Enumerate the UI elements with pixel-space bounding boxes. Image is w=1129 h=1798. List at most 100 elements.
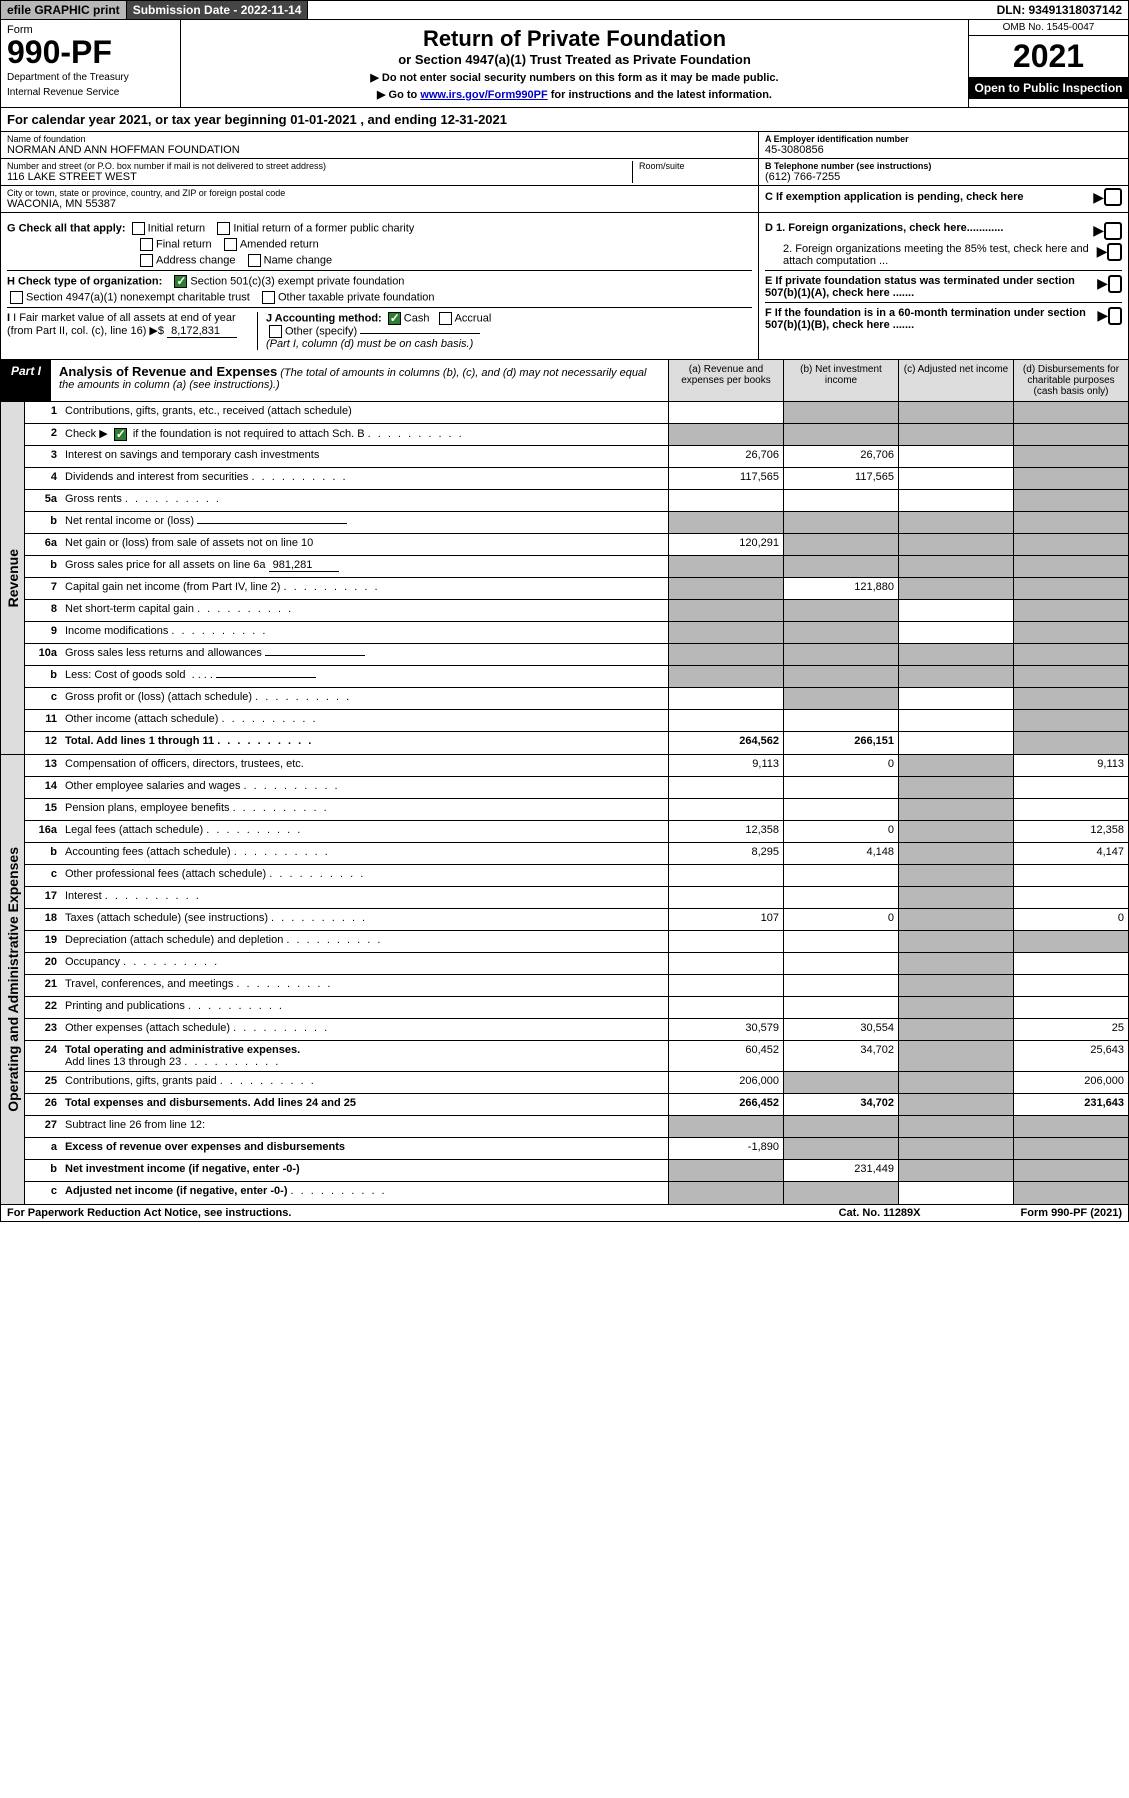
line-num: a [25, 1138, 61, 1159]
col-a: 60,452 [668, 1041, 783, 1071]
part1-header: Part I Analysis of Revenue and Expenses … [0, 360, 1129, 402]
revenue-side-label: Revenue [1, 402, 25, 754]
line-num: 27 [25, 1116, 61, 1137]
amended-return-checkbox[interactable] [224, 238, 237, 251]
fmv-value: 8,172,831 [167, 325, 237, 338]
e-checkbox[interactable] [1108, 275, 1122, 293]
h-label: H Check type of organization: [7, 275, 162, 287]
line-10c: c Gross profit or (loss) (attach schedul… [25, 688, 1128, 710]
d1-checkbox[interactable] [1104, 222, 1122, 240]
line-num: 1 [25, 402, 61, 423]
line-desc: Pension plans, employee benefits [61, 799, 668, 820]
col-d [1013, 468, 1128, 489]
form-number: 990-PF [7, 36, 174, 68]
col-c [898, 1116, 1013, 1137]
other-specify-input[interactable] [360, 333, 480, 334]
line-4: 4 Dividends and interest from securities… [25, 468, 1128, 490]
check-section: G Check all that apply: Initial return I… [0, 213, 1129, 360]
c-checkbox[interactable] [1104, 188, 1122, 206]
initial-return-checkbox[interactable] [132, 222, 145, 235]
col-a [668, 931, 783, 952]
other-method-checkbox[interactable] [269, 325, 282, 338]
line-desc: Gross sales less returns and allowances [61, 644, 668, 665]
line-desc: Compensation of officers, directors, tru… [61, 755, 668, 776]
line-21: 21 Travel, conferences, and meetings [25, 975, 1128, 997]
col-c [898, 534, 1013, 555]
col-c [898, 953, 1013, 974]
col-c [898, 688, 1013, 709]
form990pf-link[interactable]: www.irs.gov/Form990PF [420, 89, 547, 101]
line-num: 7 [25, 578, 61, 599]
name-change-checkbox[interactable] [248, 254, 261, 267]
4947-checkbox[interactable] [10, 291, 23, 304]
line-desc: Gross sales price for all assets on line… [61, 556, 668, 577]
g-row3: Address change Name change [7, 254, 752, 267]
d1-label: D 1. Foreign organizations, check here..… [765, 222, 1003, 240]
foundation-name: NORMAN AND ANN HOFFMAN FOUNDATION [7, 144, 752, 156]
col-c [898, 446, 1013, 467]
line-num: 21 [25, 975, 61, 996]
efile-print-button[interactable]: efile GRAPHIC print [1, 1, 127, 19]
line-desc: Adjusted net income (if negative, enter … [61, 1182, 668, 1204]
initial-former-checkbox[interactable] [217, 222, 230, 235]
col-d [1013, 424, 1128, 445]
col-c [898, 1041, 1013, 1071]
line-12: 12 Total. Add lines 1 through 11 264,562… [25, 732, 1128, 754]
col-a: 264,562 [668, 732, 783, 754]
address-change-checkbox[interactable] [140, 254, 153, 267]
final-return-checkbox[interactable] [140, 238, 153, 251]
line-11: 11 Other income (attach schedule) [25, 710, 1128, 732]
e-label: E If private foundation status was termi… [765, 275, 1097, 299]
g1-label: Initial return [148, 222, 205, 234]
col-b [783, 953, 898, 974]
col-b: 30,554 [783, 1019, 898, 1040]
col-b [783, 534, 898, 555]
col-a: 206,000 [668, 1072, 783, 1093]
schb-checkbox[interactable] [114, 428, 127, 441]
other-taxable-checkbox[interactable] [262, 291, 275, 304]
col-c [898, 512, 1013, 533]
line-8: 8 Net short-term capital gain [25, 600, 1128, 622]
d2-checkbox[interactable] [1107, 243, 1122, 261]
j-note: (Part I, column (d) must be on cash basi… [266, 338, 473, 350]
line-27b: b Net investment income (if negative, en… [25, 1160, 1128, 1182]
col-c [898, 1072, 1013, 1093]
accrual-checkbox[interactable] [439, 312, 452, 325]
col-a [668, 578, 783, 599]
f-row: F If the foundation is in a 60-month ter… [765, 302, 1122, 331]
line-num: c [25, 865, 61, 886]
line-desc: Legal fees (attach schedule) [61, 821, 668, 842]
col-a [668, 953, 783, 974]
line-num: 12 [25, 732, 61, 754]
cash-checkbox[interactable] [388, 312, 401, 325]
col-d [1013, 644, 1128, 665]
col-a [668, 512, 783, 533]
line-desc: Depreciation (attach schedule) and deple… [61, 931, 668, 952]
irs-label: Internal Revenue Service [7, 87, 174, 98]
g3-label: Final return [156, 238, 212, 250]
col-d [1013, 953, 1128, 974]
col-a [668, 424, 783, 445]
d2-label: 2. Foreign organizations meeting the 85%… [783, 243, 1097, 267]
col-d [1013, 975, 1128, 996]
city-cell: City or town, state or province, country… [1, 186, 758, 212]
col-d: 4,147 [1013, 843, 1128, 864]
e-row: E If private foundation status was termi… [765, 270, 1122, 299]
g2-label: Initial return of a former public charit… [233, 222, 414, 234]
line-16a: 16a Legal fees (attach schedule) 12,3580… [25, 821, 1128, 843]
line-desc: Occupancy [61, 953, 668, 974]
line-desc: Printing and publications [61, 997, 668, 1018]
arrow-icon: ▶ [1097, 275, 1108, 299]
col-b [783, 997, 898, 1018]
501c3-checkbox[interactable] [174, 275, 187, 288]
col-d [1013, 666, 1128, 687]
col-d [1013, 578, 1128, 599]
h2-label: Section 4947(a)(1) nonexempt charitable … [26, 291, 250, 303]
line-27c: c Adjusted net income (if negative, ente… [25, 1182, 1128, 1204]
phone-value: (612) 766-7255 [765, 171, 1122, 183]
line-desc: Dividends and interest from securities [61, 468, 668, 489]
f-checkbox[interactable] [1108, 307, 1122, 325]
c-label: C If exemption application is pending, c… [765, 191, 1024, 203]
line-5b: b Net rental income or (loss) [25, 512, 1128, 534]
g6-label: Name change [264, 254, 333, 266]
